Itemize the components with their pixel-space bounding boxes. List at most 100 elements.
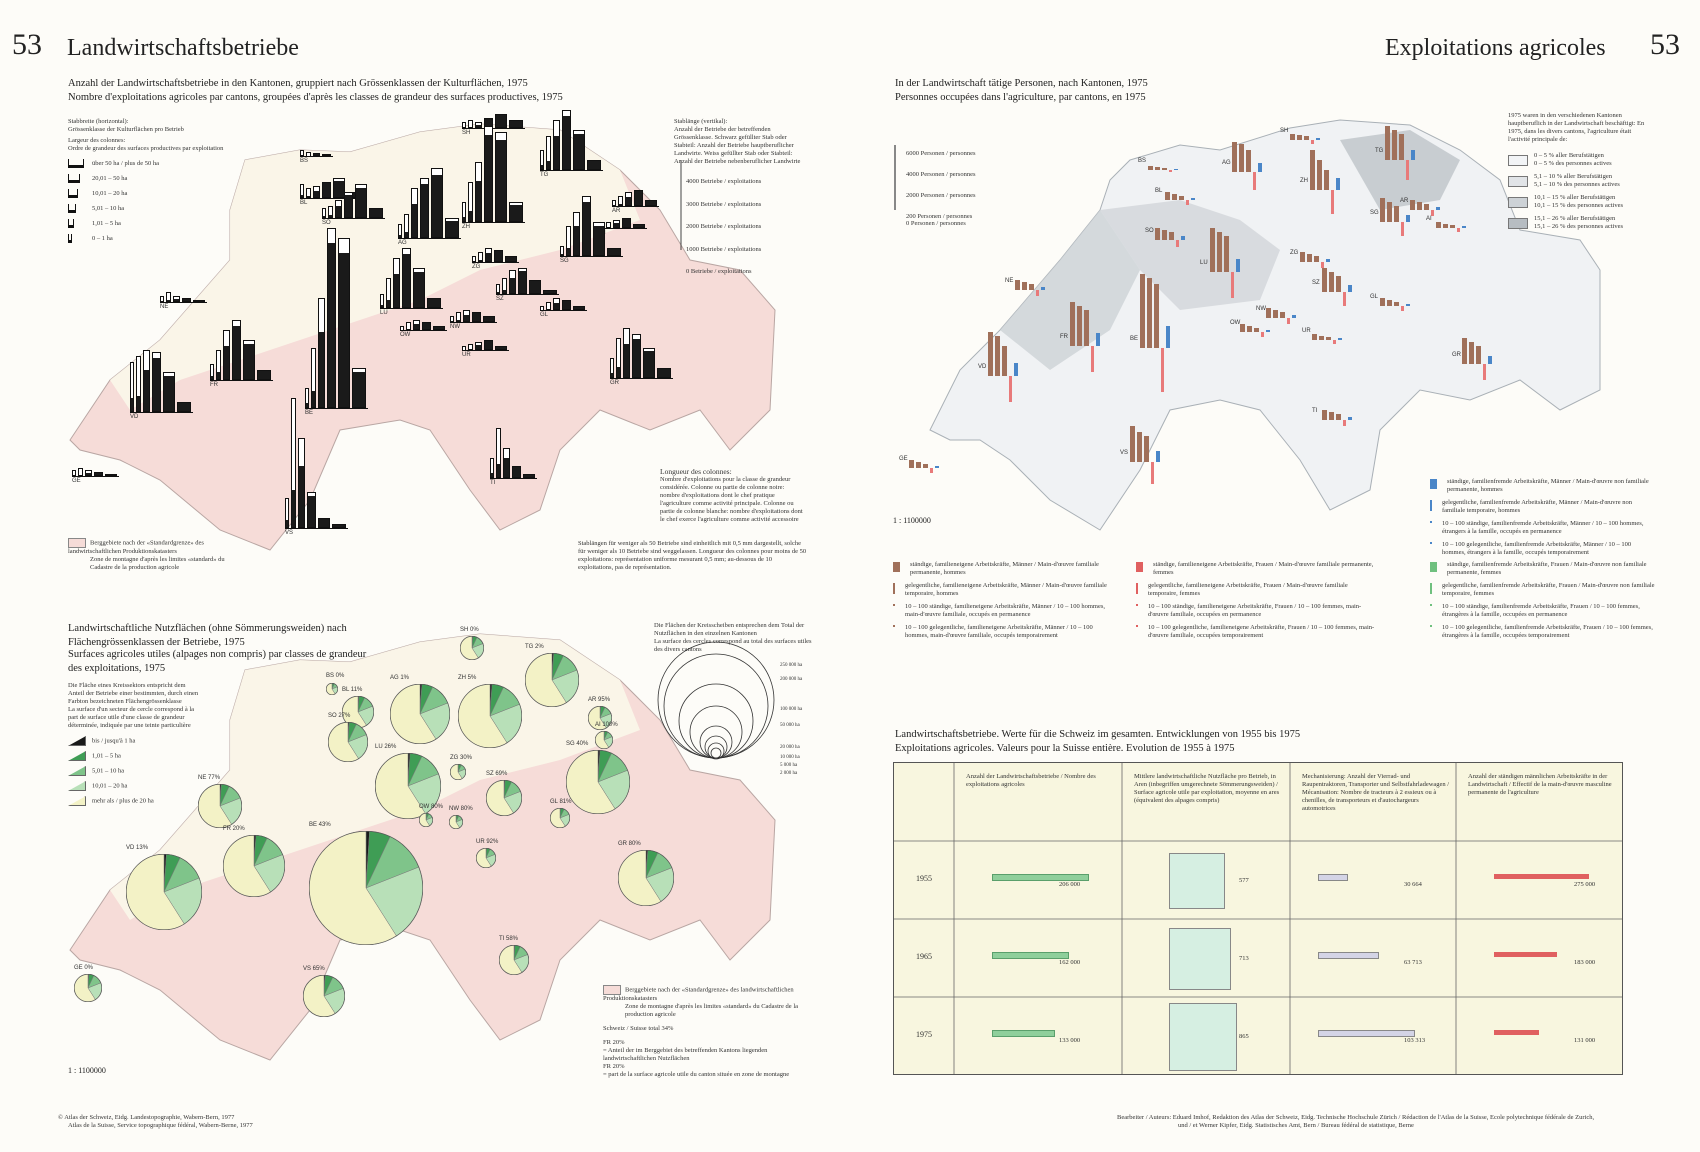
farm-bar: [338, 238, 350, 408]
farm-baseline: [612, 206, 659, 207]
person-canton-label: NW: [1256, 306, 1266, 312]
farm-bar-white: [547, 303, 550, 309]
farm-bar: [546, 302, 551, 310]
farm-bar: [462, 346, 466, 350]
scale1-label: 0 Betriebe / exploitations: [686, 268, 752, 275]
person-canton-label: BL: [1155, 188, 1163, 194]
map3-band-3: [1340, 130, 1460, 210]
circle-scale-label: 2 000 ha: [780, 771, 798, 776]
farm-bar: [606, 222, 611, 228]
farm-bar: [380, 294, 384, 308]
farm-bar-white: [469, 121, 472, 127]
farm-bar: [540, 150, 544, 170]
farm-bar: [355, 184, 367, 218]
legend-red-label: 10 – 100 ständige, familieneigene Arbeit…: [1148, 603, 1362, 618]
farm-bar-white: [328, 229, 335, 243]
farm-bar: [543, 290, 557, 294]
farm-bar-white: [464, 311, 469, 315]
workers-value: 131 000: [1574, 1037, 1596, 1044]
person-canton-label: FR: [1060, 334, 1068, 340]
page-number-left: 53: [12, 28, 42, 61]
person-bar: [1165, 192, 1170, 200]
share-text-fr: 0 – 5 % des personnes actives: [1534, 160, 1612, 167]
evolution-table: Anzahl der Landwirtschaftsbetriebe / Nom…: [893, 762, 1623, 1075]
legend-blue-item: gelegentliche, familienfremde Arbeitskrä…: [1430, 499, 1650, 515]
area-square: [1169, 853, 1225, 909]
person-canton-label: SG: [1370, 210, 1379, 216]
farm-bar-white: [73, 471, 75, 475]
person-bar-women: [1331, 190, 1334, 214]
farm-bar-white: [633, 335, 640, 339]
farm-bar-white: [457, 313, 460, 320]
circle-scale-label: 50 000 ha: [780, 723, 800, 728]
total-text: Schweiz / Suisse total 34%: [603, 1025, 674, 1032]
farm-bar: [505, 256, 517, 262]
person-bar: [1232, 142, 1237, 172]
width-class-label: über 50 ha / plus de 50 ha: [92, 159, 159, 167]
person-bar-women: [1401, 222, 1404, 236]
map3-scale-labels: 6000 Personen / personnes 4000 Personen /…: [906, 150, 976, 227]
farm-bar-white: [381, 295, 383, 305]
person-bar: [1469, 342, 1474, 364]
person-bar-foreign: [1411, 150, 1415, 160]
table-header-3: Mechanisierung: Anzahl der Vierrad- und …: [1302, 773, 1450, 812]
person-bar-foreign: [1488, 356, 1492, 364]
farm-bar: [632, 334, 641, 378]
person-bar: [1385, 126, 1390, 160]
farm-bar-white: [491, 459, 493, 473]
farm-baseline: [322, 218, 385, 219]
farm-baseline: [210, 380, 273, 381]
legend-brown-item: ständige, familieneigene Arbeitskräfte, …: [893, 561, 1113, 577]
farm-bar: [298, 438, 305, 528]
farm-canton-label: LU: [380, 310, 388, 316]
farm-bar: [163, 372, 175, 412]
share-text: 5,1 – 10 % aller Berufstätigen 5,1 – 10 %…: [1534, 173, 1620, 189]
farm-canton-label: BS: [300, 158, 309, 164]
farm-bar: [573, 212, 580, 256]
map1-mountain-legend: Berggebiete nach der «Standardgrenze» de…: [68, 538, 238, 572]
pie-class-swatch: [68, 751, 86, 761]
farm-bar: [623, 328, 630, 378]
circle-scale-label: 5 000 ha: [780, 763, 798, 768]
farm-bar-white: [476, 123, 481, 125]
area-value: 713: [1239, 955, 1249, 962]
person-bar-women: [1321, 262, 1324, 268]
farm-bar: [427, 298, 441, 308]
person-bar-women: [1406, 160, 1409, 180]
legend-blue-item: 10 – 100 gelegentliche, familienfremde A…: [1430, 541, 1650, 557]
farm-baseline: [72, 476, 119, 477]
pie-class-swatch: [68, 736, 86, 746]
pie-legend-text-fr: La surface d'un secteur de cercle corres…: [68, 706, 195, 729]
farm-bar: [643, 348, 655, 378]
farm-bar: [582, 196, 591, 256]
farm-bar-white: [614, 221, 619, 223]
farm-bar-white: [299, 439, 304, 466]
legend-blue-swatch: [1430, 479, 1437, 489]
farm-bar: [152, 352, 161, 412]
farm-bar: [484, 340, 493, 350]
area-square: [1169, 928, 1231, 990]
mountain-swatch: [68, 538, 86, 548]
farm-bar: [512, 466, 521, 478]
farm-canton-label: TG: [540, 172, 549, 178]
farm-bar-white: [561, 247, 563, 254]
farm-bar-white: [574, 213, 579, 226]
person-bar: [1417, 202, 1422, 210]
area-value: 577: [1239, 877, 1249, 884]
farm-bar-white: [407, 323, 410, 329]
farm-bar-white: [476, 343, 481, 345]
share-title: 1975 waren in den verschiedenen Kantonen…: [1508, 112, 1645, 143]
person-canton-label: ZH: [1300, 178, 1308, 184]
person-bar: [1319, 336, 1324, 340]
person-bar-women: [930, 468, 933, 473]
person-bar: [1380, 198, 1385, 222]
table-year: 1965: [916, 952, 932, 961]
farm-baseline: [560, 256, 623, 257]
mech-bar: [1318, 874, 1349, 881]
farm-baseline: [600, 228, 647, 229]
person-bar-foreign: [1336, 178, 1340, 190]
map3-title-de: In der Landwirtschaft tätige Personen, n…: [895, 78, 1148, 89]
width-class-item: 5,01 – 10 ha: [68, 204, 248, 219]
farm-bar: [300, 150, 304, 156]
farm-bar: [509, 202, 523, 222]
